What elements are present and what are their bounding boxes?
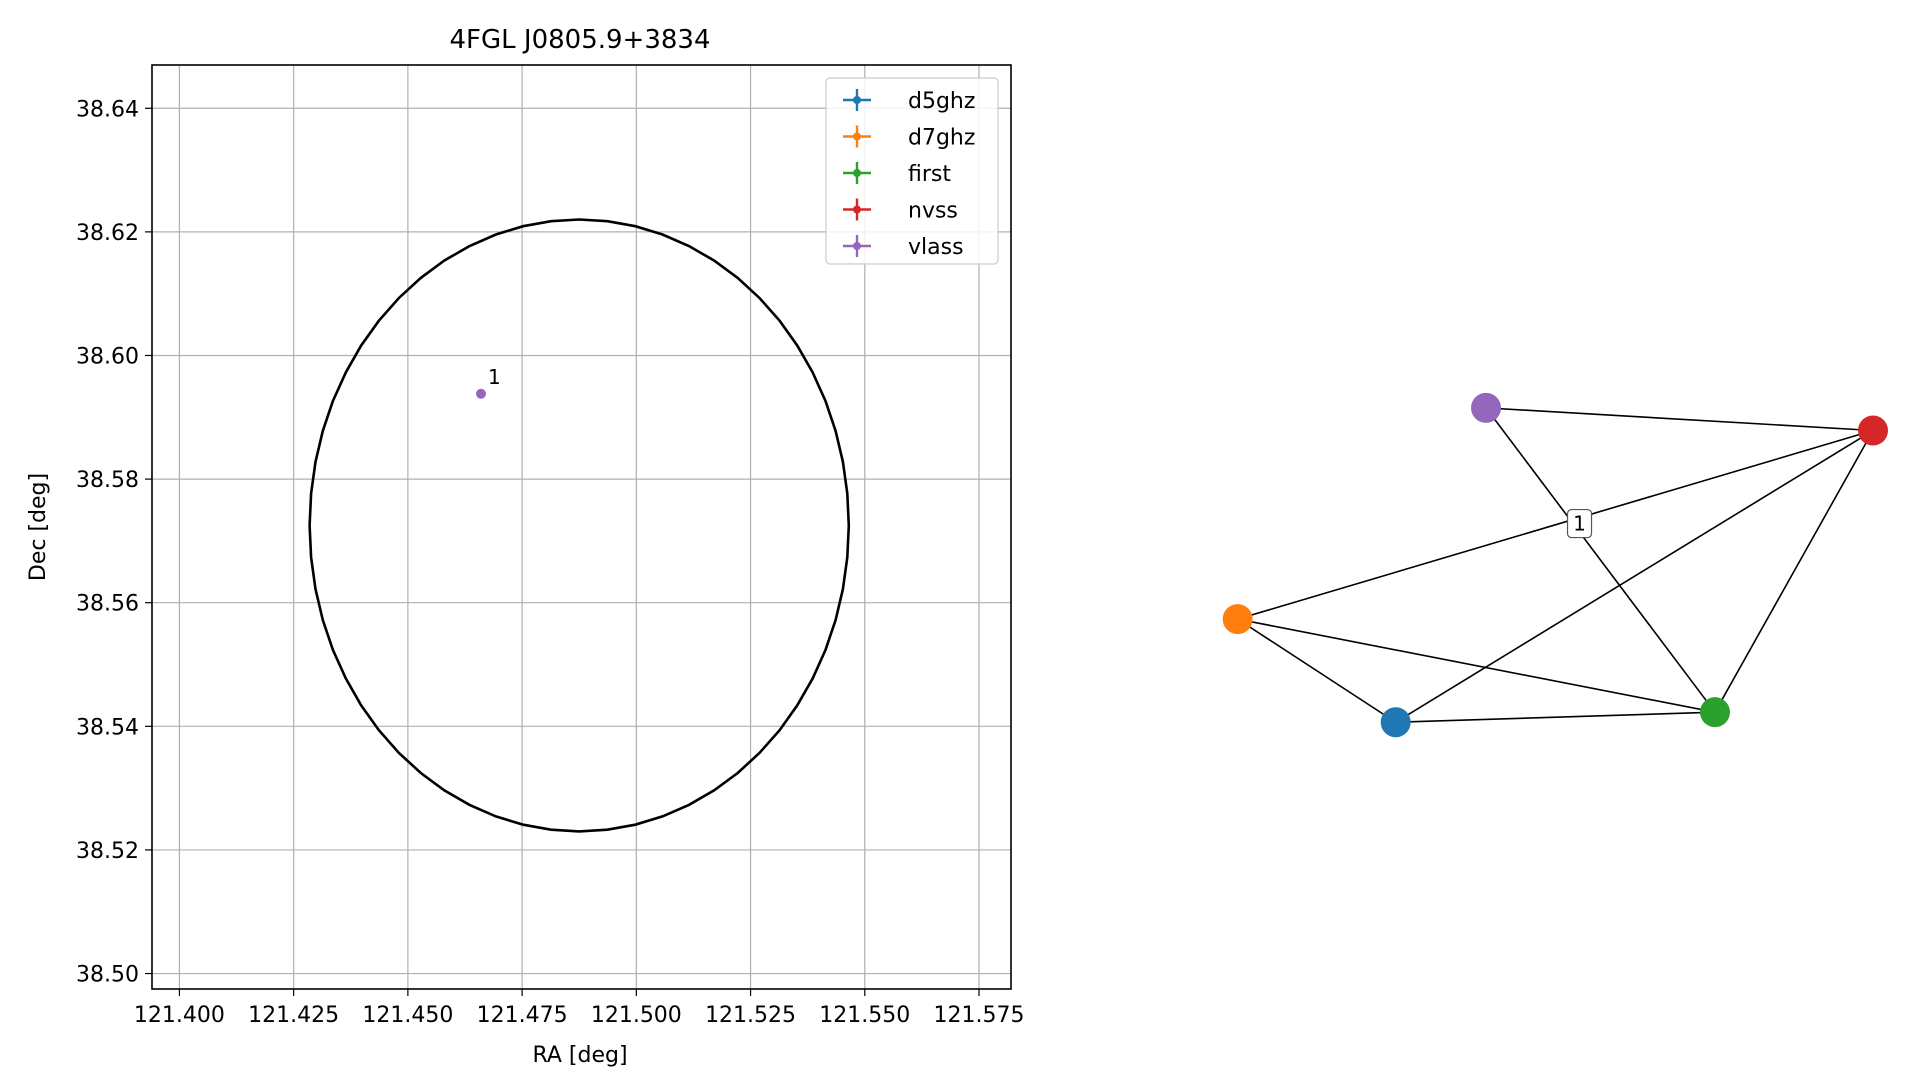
legend-marker-dot: [853, 205, 861, 214]
y-tick-label: 38.54: [76, 715, 139, 740]
edge-nvss-d7ghz: [1237, 429, 1874, 620]
legend-label: nvss: [908, 199, 958, 224]
legend-marker-dot: [853, 169, 861, 177]
ellipse-layer: [308, 218, 851, 833]
x-tick-label: 121.475: [477, 1003, 568, 1028]
x-tick-label: 121.425: [248, 1003, 339, 1028]
y-tick-label: 38.62: [76, 221, 139, 246]
legend-box: [825, 77, 999, 265]
legend-marker-dot: [853, 242, 861, 250]
edge-vlass-nvss: [1485, 407, 1874, 432]
y-tick-label: 38.52: [76, 839, 139, 864]
nodes-layer: [1222, 392, 1888, 738]
y-tick-label: 38.64: [76, 97, 139, 122]
legend-marker-dot: [853, 96, 861, 104]
chart-title: 4FGL J0805.9+3834: [450, 25, 711, 55]
x-ticks: 121.400 121.425 121.450 121.475 121.500 121.5…: [134, 989, 1025, 1028]
x-tick-label: 121.550: [819, 1003, 910, 1028]
y-tick-label: 38.58: [76, 468, 139, 493]
edge-d7ghz-first: [1237, 618, 1716, 713]
x-tick-label: 121.450: [362, 1003, 453, 1028]
legend: d5ghz d7ghz first nvss vlass: [825, 77, 999, 265]
source-point-vlass: [475, 388, 486, 399]
x-tick-label: 121.575: [934, 1003, 1025, 1028]
legend-label: vlass: [908, 235, 964, 260]
edge-label: 1: [1573, 512, 1586, 536]
scatter-panel: 4FGL J0805.9+3834 1 121.400 121.425 121.45…: [26, 25, 1025, 1068]
legend-marker-dot: [853, 132, 861, 141]
error-ellipse: [308, 218, 851, 833]
x-tick-label: 121.525: [705, 1003, 796, 1028]
points-layer: 1: [475, 365, 501, 399]
y-tick-label: 38.56: [76, 592, 139, 617]
x-tick-label: 121.500: [591, 1003, 682, 1028]
x-tick-label: 121.400: [134, 1003, 225, 1028]
y-ticks: 38.50 38.52 38.54 38.56 38.58 38.60 38.62 38.64: [76, 97, 152, 988]
edge-d5ghz-first: [1395, 711, 1716, 724]
edge-annotation-layer: 1: [1566, 508, 1593, 539]
node-d7ghz: [1222, 604, 1253, 635]
edge-d7ghz-d5ghz: [1237, 618, 1397, 723]
node-nvss: [1858, 415, 1888, 446]
edge-nvss-first: [1714, 430, 1874, 713]
edge-label-box: [1566, 508, 1593, 539]
point-label: 1: [488, 365, 501, 389]
legend-entry-nvss: nvss: [843, 198, 958, 224]
legend-entry-vlass: vlass: [843, 235, 964, 260]
edge-vlass-first: [1485, 407, 1716, 713]
node-first: [1699, 697, 1730, 728]
plot-frame: [151, 64, 1012, 990]
y-tick-label: 38.60: [76, 344, 139, 369]
legend-entry-first: first: [843, 162, 951, 187]
legend-label: d7ghz: [908, 126, 975, 151]
grid-lines: [152, 65, 1011, 989]
network-panel: 1: [1222, 392, 1888, 738]
y-axis-label: Dec [deg]: [26, 473, 51, 581]
legend-label: d5ghz: [908, 89, 975, 114]
legend-entry-d5ghz: d5ghz: [843, 89, 975, 114]
x-axis-label: RA [deg]: [532, 1043, 627, 1068]
y-tick-label: 38.50: [76, 963, 139, 988]
legend-label: first: [908, 162, 951, 187]
node-vlass: [1471, 392, 1501, 423]
node-d5ghz: [1380, 707, 1411, 738]
edge-nvss-d5ghz: [1395, 429, 1874, 723]
legend-entry-d7ghz: d7ghz: [843, 125, 975, 151]
edges-layer: [1237, 407, 1874, 724]
